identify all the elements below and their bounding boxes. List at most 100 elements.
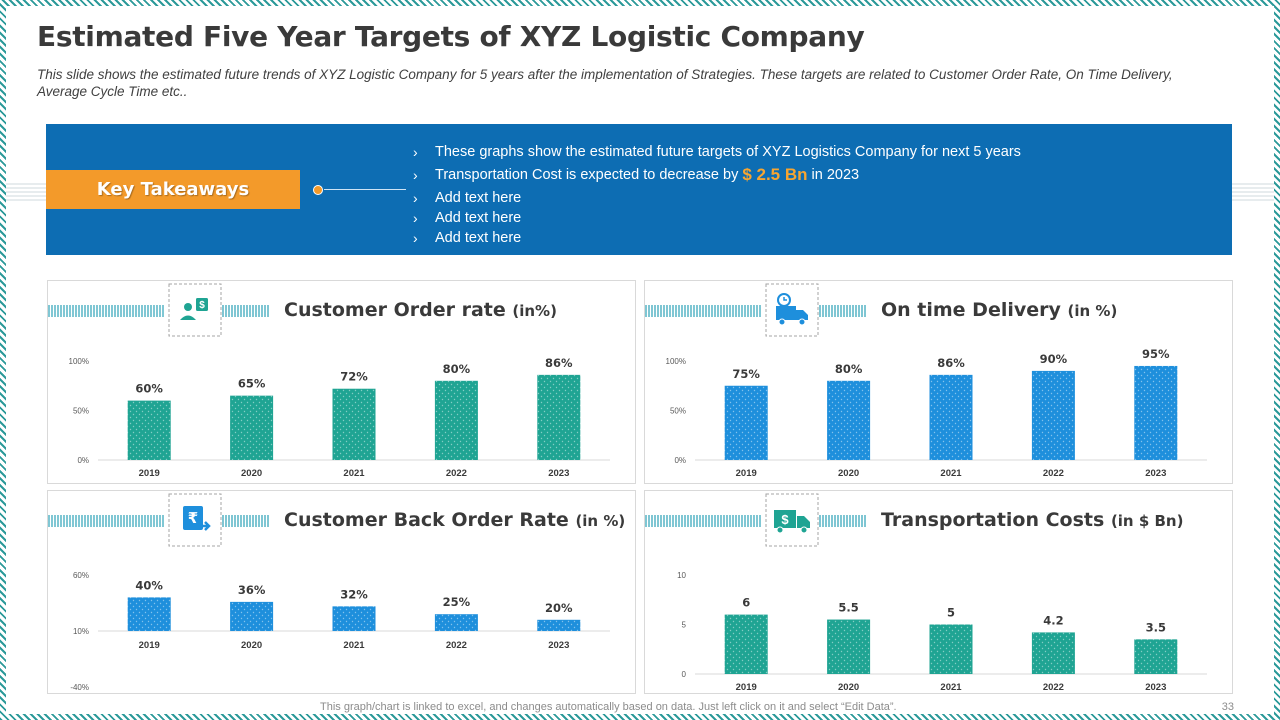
header-stripes xyxy=(645,305,866,317)
chart-panel-on-time-delivery: On time Delivery (in %) 0% 50% 100% 75% 2019 8… xyxy=(644,280,1233,484)
delivery-truck-clock-icon xyxy=(776,293,808,326)
y-tick-label: 100% xyxy=(69,357,89,366)
chevron-right-icon: › xyxy=(413,144,418,160)
data-label: 65% xyxy=(238,377,266,391)
takeaway-item: › Add text here xyxy=(413,230,522,246)
chart-panel-customer-order-rate: $ Customer Order rate (in%) 0% 50% 100% 60% 20… xyxy=(47,280,636,484)
x-tick-label: 2019 xyxy=(736,682,757,693)
chart-svg: ₹ Customer Back Order Rate (in %) -40% 10% 6… xyxy=(48,493,625,692)
data-label: 80% xyxy=(835,362,863,376)
bar xyxy=(1134,639,1178,674)
bar xyxy=(230,601,274,631)
data-label: 80% xyxy=(443,362,471,376)
bar xyxy=(127,400,171,460)
takeaway-list: › These graphs show the estimated future … xyxy=(413,142,1021,248)
bar xyxy=(929,374,973,460)
slide: Estimated Five Year Targets of XYZ Logis… xyxy=(6,6,1274,714)
x-tick-label: 2019 xyxy=(139,468,160,479)
y-tick-label: 10% xyxy=(73,627,89,636)
chart-panel-back-order-rate: ₹ Customer Back Order Rate (in %) -40% 10% 6… xyxy=(47,490,636,694)
bar xyxy=(332,388,376,460)
chart-svg: On time Delivery (in %) 0% 50% 100% 75% 2019 8… xyxy=(645,283,1207,479)
takeaway-item: › Add text here xyxy=(413,210,522,226)
x-tick-label: 2022 xyxy=(1043,468,1064,479)
x-tick-label: 2021 xyxy=(940,682,962,693)
bar xyxy=(827,380,871,460)
chart-title: Customer Back Order Rate (in %) xyxy=(284,509,625,531)
header-stripes xyxy=(645,515,866,527)
data-label: 86% xyxy=(545,356,573,370)
bar xyxy=(127,597,171,631)
y-tick-label: 0% xyxy=(77,456,89,465)
page-number: 33 xyxy=(1221,701,1234,713)
data-label: 60% xyxy=(135,382,163,396)
data-label: 40% xyxy=(135,578,163,592)
svg-text:$: $ xyxy=(781,512,789,527)
y-tick-label: 50% xyxy=(73,407,89,416)
bar xyxy=(827,619,871,674)
data-label: 6 xyxy=(742,596,750,610)
y-tick-label: 5 xyxy=(682,621,687,630)
data-label: 20% xyxy=(545,601,573,615)
x-tick-label: 2019 xyxy=(736,468,757,479)
x-tick-label: 2021 xyxy=(343,468,365,479)
chart-panel-transportation-costs: $ Transportation Costs (in $ Bn) 0 5 10 6 2019… xyxy=(644,490,1233,694)
customer-money-icon: $ xyxy=(180,298,208,320)
takeaway-item: › Add text here xyxy=(413,190,522,206)
data-label: 90% xyxy=(1040,352,1068,366)
bar xyxy=(537,619,581,631)
data-label: 4.2 xyxy=(1043,613,1063,627)
svg-text:₹: ₹ xyxy=(188,509,198,527)
chevron-right-icon: › xyxy=(413,190,418,206)
icon-box xyxy=(168,283,222,337)
y-tick-label: 60% xyxy=(73,571,89,580)
data-label: 3.5 xyxy=(1146,620,1166,634)
data-label: 32% xyxy=(340,587,368,601)
x-tick-label: 2020 xyxy=(838,468,859,479)
x-tick-label: 2021 xyxy=(343,640,365,651)
bar xyxy=(1031,370,1075,460)
page-subtitle: This slide shows the estimated future tr… xyxy=(37,67,1173,99)
chart-title: Transportation Costs (in $ Bn) xyxy=(881,509,1183,531)
data-label: 72% xyxy=(340,370,368,384)
chart-title: On time Delivery (in %) xyxy=(881,299,1117,321)
data-label: 36% xyxy=(238,583,266,597)
bar xyxy=(1031,632,1075,674)
bar xyxy=(434,380,478,460)
takeaway-item: › Transportation Cost is expected to decr… xyxy=(413,165,860,184)
page-title: Estimated Five Year Targets of XYZ Logis… xyxy=(37,20,865,53)
x-tick-label: 2023 xyxy=(548,468,569,479)
y-tick-label: -40% xyxy=(70,683,89,692)
x-tick-label: 2023 xyxy=(1145,468,1166,479)
data-label: 95% xyxy=(1142,347,1170,361)
bar xyxy=(1134,365,1178,460)
data-label: 5 xyxy=(947,606,955,620)
connector-dot xyxy=(313,185,323,195)
y-tick-label: 0% xyxy=(674,456,686,465)
bar xyxy=(537,374,581,460)
chevron-right-icon: › xyxy=(413,210,418,226)
bar xyxy=(929,624,973,674)
chart-title: Customer Order rate (in%) xyxy=(284,299,557,321)
x-tick-label: 2023 xyxy=(548,640,569,651)
x-tick-label: 2020 xyxy=(838,682,859,693)
data-label: 86% xyxy=(937,356,965,370)
x-tick-label: 2023 xyxy=(1145,682,1166,693)
bar xyxy=(724,385,768,460)
key-takeaways-label: Key Takeaways xyxy=(46,170,300,209)
y-tick-label: 50% xyxy=(670,407,686,416)
x-tick-label: 2021 xyxy=(940,468,962,479)
bar xyxy=(332,606,376,631)
x-tick-label: 2020 xyxy=(241,640,262,651)
chevron-right-icon: › xyxy=(413,230,418,246)
bar xyxy=(230,395,274,460)
y-tick-label: 100% xyxy=(666,357,686,366)
takeaway-item: › These graphs show the estimated future … xyxy=(413,144,1021,160)
y-tick-label: 0 xyxy=(682,670,687,679)
x-tick-label: 2022 xyxy=(446,468,467,479)
rupee-return-icon: ₹ xyxy=(183,506,211,531)
chevron-right-icon: › xyxy=(413,167,418,183)
bar xyxy=(724,614,768,674)
x-tick-label: 2020 xyxy=(241,468,262,479)
header-stripes xyxy=(48,515,269,527)
